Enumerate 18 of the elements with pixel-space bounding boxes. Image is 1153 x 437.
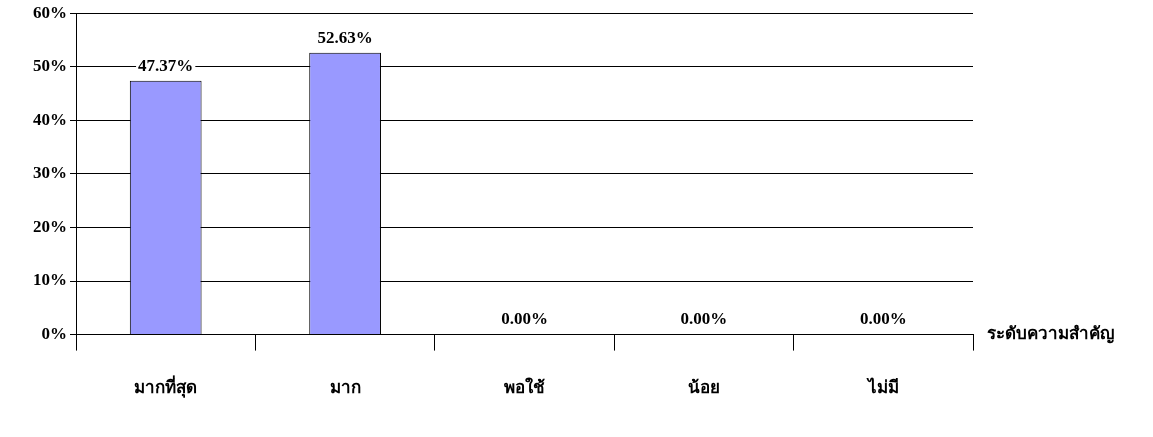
x-axis-title: ระดับความสำคัญ — [987, 323, 1114, 344]
x-tick-label: ไม่มี — [865, 377, 899, 398]
y-tick-label: 30% — [33, 163, 67, 183]
data-label: 52.63% — [317, 27, 373, 47]
y-tick-label: 20% — [33, 216, 67, 236]
x-tick-label: มาก — [329, 378, 361, 398]
y-tick-label: 50% — [33, 56, 67, 76]
x-tick-label: น้อย — [687, 378, 720, 398]
data-label: 47.37% — [138, 55, 194, 75]
y-tick-label: 10% — [33, 270, 67, 290]
y-tick-label: 0% — [41, 323, 67, 343]
data-label: 0.00% — [859, 309, 907, 329]
x-tick-label: พอใช้ — [504, 377, 545, 398]
x-tick-label: มากที่สุด — [134, 375, 198, 399]
y-tick-label: 60% — [33, 2, 67, 22]
data-label: 0.00% — [501, 309, 548, 329]
y-tick-label: 40% — [33, 109, 67, 129]
data-label: 0.00% — [680, 309, 728, 329]
